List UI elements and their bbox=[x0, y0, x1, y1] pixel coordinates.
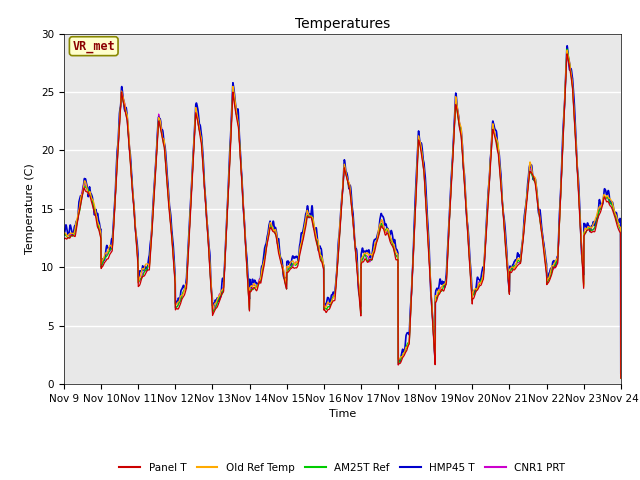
HMP45 T bbox=[216, 297, 223, 303]
Line: CNR1 PRT: CNR1 PRT bbox=[64, 53, 621, 377]
Panel T bbox=[568, 79, 575, 85]
AM25T Ref bbox=[216, 294, 223, 300]
HMP45 T bbox=[371, 237, 378, 242]
HMP45 T bbox=[60, 230, 68, 236]
Old Ref Temp bbox=[568, 75, 575, 81]
AM25T Ref bbox=[568, 79, 575, 85]
HMP45 T bbox=[584, 220, 591, 226]
Panel T bbox=[584, 228, 591, 233]
Panel T bbox=[617, 375, 625, 381]
CNR1 PRT bbox=[563, 50, 571, 56]
CNR1 PRT bbox=[504, 273, 512, 278]
Old Ref Temp bbox=[563, 48, 571, 53]
CNR1 PRT bbox=[358, 256, 366, 262]
CNR1 PRT bbox=[60, 232, 68, 238]
HMP45 T bbox=[563, 43, 571, 48]
AM25T Ref bbox=[60, 232, 68, 238]
Old Ref Temp bbox=[584, 225, 591, 231]
Legend: Panel T, Old Ref Temp, AM25T Ref, HMP45 T, CNR1 PRT: Panel T, Old Ref Temp, AM25T Ref, HMP45 … bbox=[115, 458, 570, 477]
CNR1 PRT bbox=[584, 224, 591, 229]
Panel T bbox=[216, 299, 223, 304]
CNR1 PRT bbox=[216, 291, 223, 297]
CNR1 PRT bbox=[371, 244, 378, 250]
HMP45 T bbox=[358, 245, 366, 251]
HMP45 T bbox=[568, 70, 575, 76]
Line: HMP45 T: HMP45 T bbox=[64, 46, 621, 373]
AM25T Ref bbox=[584, 226, 591, 231]
Panel T bbox=[371, 249, 378, 255]
CNR1 PRT bbox=[617, 374, 625, 380]
Panel T bbox=[60, 236, 68, 242]
Title: Temperatures: Temperatures bbox=[295, 17, 390, 31]
Old Ref Temp bbox=[358, 254, 366, 260]
Old Ref Temp bbox=[216, 293, 223, 299]
Old Ref Temp bbox=[60, 229, 68, 235]
Panel T bbox=[563, 51, 571, 57]
X-axis label: Time: Time bbox=[329, 409, 356, 419]
AM25T Ref bbox=[617, 375, 625, 381]
Y-axis label: Temperature (C): Temperature (C) bbox=[26, 163, 35, 254]
Panel T bbox=[504, 276, 512, 281]
CNR1 PRT bbox=[568, 76, 575, 82]
Old Ref Temp bbox=[371, 243, 378, 249]
Line: AM25T Ref: AM25T Ref bbox=[64, 49, 621, 378]
Line: Panel T: Panel T bbox=[64, 54, 621, 378]
Text: VR_met: VR_met bbox=[72, 40, 115, 53]
HMP45 T bbox=[617, 370, 625, 376]
Line: Old Ref Temp: Old Ref Temp bbox=[64, 50, 621, 378]
AM25T Ref bbox=[504, 273, 512, 279]
Old Ref Temp bbox=[617, 375, 625, 381]
AM25T Ref bbox=[563, 46, 571, 52]
AM25T Ref bbox=[358, 257, 366, 263]
Old Ref Temp bbox=[504, 271, 512, 276]
AM25T Ref bbox=[371, 245, 378, 251]
HMP45 T bbox=[504, 275, 512, 281]
Panel T bbox=[358, 259, 366, 265]
